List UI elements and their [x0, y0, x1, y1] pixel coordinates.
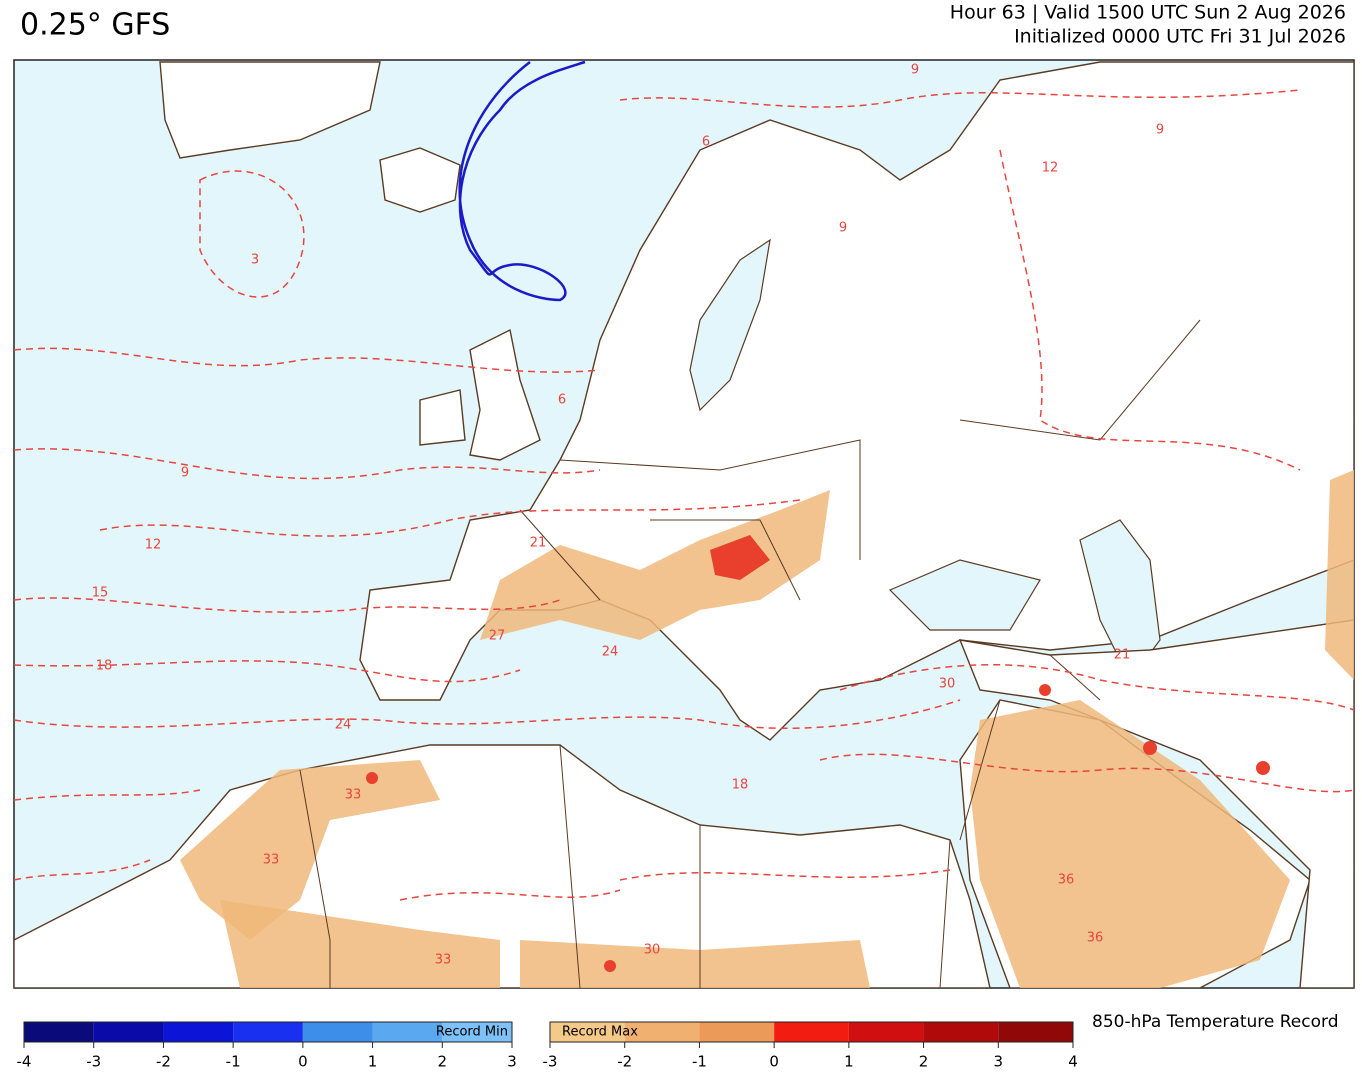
- colorbar-frame: [549, 1021, 1074, 1043]
- colorbar-segment: [163, 1022, 234, 1042]
- tick-label: -3: [543, 1053, 558, 1071]
- tick-label: 2: [919, 1053, 929, 1071]
- colorbar-segment: [998, 1022, 1073, 1042]
- contour-label: 27: [489, 629, 506, 644]
- tick-label: -1: [692, 1053, 707, 1071]
- contour-label: 33: [345, 788, 362, 803]
- tick-label: -2: [617, 1053, 632, 1071]
- contour-label: 3: [251, 253, 259, 268]
- tick-label: 2: [438, 1053, 448, 1071]
- colorbar-frame: [23, 1021, 513, 1043]
- contour-label: 33: [263, 853, 280, 868]
- valid-time: Hour 63 | Valid 1500 UTC Sun 2 Aug 2026: [950, 2, 1346, 24]
- contour-label: 18: [96, 659, 113, 674]
- tick-label: -1: [226, 1053, 241, 1071]
- contour-label: 9: [839, 221, 847, 236]
- colorbar-segment: [699, 1022, 775, 1042]
- contour-label: 24: [602, 645, 619, 660]
- tick-label: 1: [844, 1053, 854, 1071]
- contour-label: 12: [1042, 161, 1059, 176]
- colorbar-segment: [624, 1022, 700, 1042]
- contour-label: 30: [939, 677, 956, 692]
- colorbar-segment: [372, 1022, 443, 1042]
- colorbar-segment: [774, 1022, 849, 1042]
- tick-label: 0: [769, 1053, 779, 1071]
- colorbar-segment: [93, 1022, 164, 1042]
- contour-label: 18: [732, 778, 749, 793]
- contour-label: 36: [1087, 931, 1104, 946]
- tick-label: 1: [368, 1053, 378, 1071]
- tick-label: -4: [17, 1053, 32, 1071]
- colorbar-label: Record Min: [436, 1025, 508, 1040]
- legend-title: 850-hPa Temperature Record: [1092, 1012, 1339, 1032]
- colorbar-segment: [302, 1022, 373, 1042]
- contour-label: 6: [558, 393, 566, 408]
- contour-label: 9: [181, 466, 189, 481]
- colorbar-segment: [550, 1022, 625, 1042]
- colorbar-segment: [848, 1022, 924, 1042]
- tick-label: 3: [994, 1053, 1004, 1071]
- contour-label: 36: [1058, 873, 1075, 888]
- contour-label: 15: [92, 586, 109, 601]
- colorbar-segment: [233, 1022, 303, 1042]
- contour-label: 21: [1114, 648, 1131, 663]
- tick-label: -2: [156, 1053, 171, 1071]
- colorbar-label: Record Max: [562, 1025, 638, 1040]
- contour-label: 33: [435, 953, 452, 968]
- contour-label: 12: [145, 538, 162, 553]
- tick-label: 4: [1068, 1053, 1078, 1071]
- tick-label: -3: [86, 1053, 101, 1071]
- colorbar-segment: [923, 1022, 999, 1042]
- tick-label: 0: [298, 1053, 308, 1071]
- map: 3691215182421272430333333303636182112996…: [13, 59, 1355, 989]
- contour-label: 21: [530, 536, 547, 551]
- colorbar-segment: [24, 1022, 94, 1042]
- tick-label: 3: [507, 1053, 517, 1071]
- colorbar-segment: [442, 1022, 512, 1042]
- init-time: Initialized 0000 UTC Fri 31 Jul 2026: [1014, 26, 1346, 48]
- contour-label: 30: [644, 943, 661, 958]
- contour-label: 6: [702, 135, 710, 150]
- contour-label: 9: [911, 63, 919, 78]
- contour-label: 24: [335, 718, 352, 733]
- contour-label: 9: [1156, 123, 1164, 138]
- title: 0.25° GFS: [20, 8, 170, 43]
